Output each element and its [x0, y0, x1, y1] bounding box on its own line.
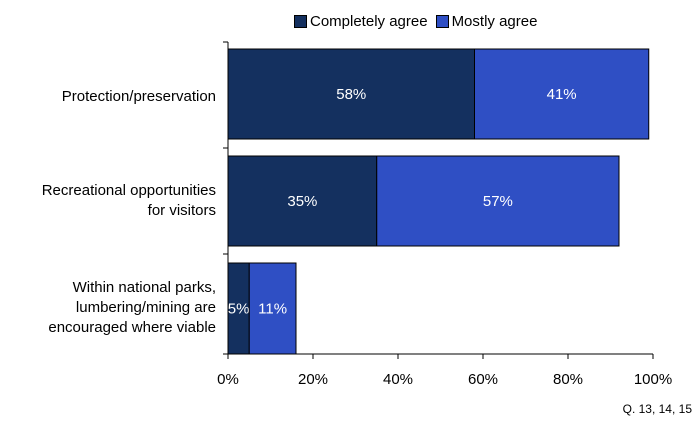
data-label-completely-agree-1: 35%: [287, 193, 317, 210]
category-label-line: Within national parks,: [72, 279, 216, 296]
category-label-line: for visitors: [147, 202, 216, 219]
category-label-recreational: Recreational opportunities for visitors: [0, 181, 216, 221]
data-label-completely-agree-0: 58%: [336, 86, 366, 103]
bar-completely-agree-0: [227, 48, 475, 140]
footnote: Q. 13, 14, 15: [622, 402, 692, 416]
category-label-line: lumbering/mining are: [75, 299, 216, 316]
bar-completely-agree-1: [227, 155, 378, 247]
x-tick-label: 20%: [298, 371, 328, 388]
legend-label-completely-agree: Completely agree: [310, 12, 428, 30]
x-tick-label: 0%: [217, 371, 239, 388]
legend: Completely agree Mostly agree: [294, 10, 545, 32]
category-label-protection: Protection/preservation: [0, 87, 216, 107]
category-label-line: encouraged where viable: [48, 319, 216, 336]
x-tick-label: 40%: [383, 371, 413, 388]
legend-item-mostly-agree: Mostly agree: [435, 12, 538, 30]
x-tick-label: 100%: [634, 371, 672, 388]
x-tick-label: 60%: [468, 371, 498, 388]
data-label-mostly-agree-0: 41%: [547, 86, 577, 103]
data-label-completely-agree-2: 5%: [228, 301, 250, 318]
category-label-lumbering: Within national parks, lumbering/mining …: [0, 278, 216, 338]
bar-mostly-agree-0: [474, 48, 650, 140]
legend-swatch-completely-agree: [294, 14, 307, 28]
bar-mostly-agree-2: [248, 262, 297, 355]
bar-mostly-agree-1: [376, 155, 620, 247]
x-tick-label: 80%: [553, 371, 583, 388]
legend-item-completely-agree: Completely agree: [294, 13, 428, 30]
category-label-line: Recreational opportunities: [41, 182, 216, 199]
category-label-line: Protection/preservation: [61, 88, 216, 105]
legend-swatch-mostly-agree: [435, 14, 449, 28]
legend-label-mostly-agree: Mostly agree: [451, 12, 538, 30]
data-label-mostly-agree-2: 11%: [258, 301, 287, 318]
data-label-mostly-agree-1: 57%: [483, 193, 513, 210]
